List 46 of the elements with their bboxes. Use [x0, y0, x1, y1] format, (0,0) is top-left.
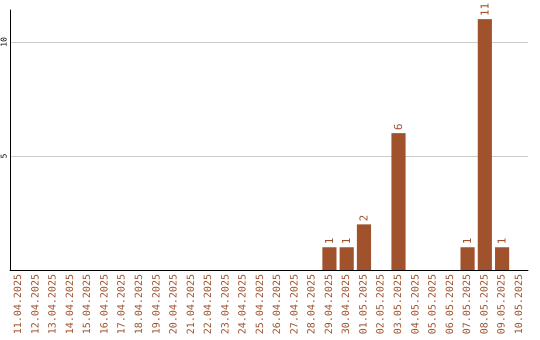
x-tick-label: 21.04.2025	[186, 274, 197, 334]
bar	[356, 224, 372, 270]
x-tick-label: 12.04.2025	[30, 274, 42, 334]
bar	[460, 247, 475, 270]
x-tick-label: 08.05.2025	[479, 274, 490, 334]
bar	[495, 247, 510, 270]
data-label: 6	[392, 124, 405, 130]
x-tick-label: 17.04.2025	[116, 274, 128, 334]
data-label: 1	[340, 238, 354, 244]
x-tick-label: 06.05.2025	[444, 274, 456, 334]
x-tick-label: 03.05.2025	[393, 274, 404, 334]
bar	[478, 19, 492, 270]
x-tick-label: 29.04.2025	[324, 274, 335, 334]
bar	[391, 133, 406, 270]
x-tick-label: 22.04.2025	[203, 274, 214, 334]
x-tick-label: 01.05.2025	[358, 274, 370, 334]
x-tick-label: 30.04.2025	[341, 274, 352, 334]
x-tick-label: 25.04.2025	[254, 274, 266, 334]
data-label: 2	[357, 214, 370, 222]
x-tick-label: 27.04.2025	[289, 274, 300, 334]
x-tick-label: 15.04.2025	[82, 274, 94, 334]
x-tick-label: 04.05.2025	[410, 274, 422, 334]
x-tick-label: 16.04.2025	[99, 274, 110, 334]
x-tick-label: 28.04.2025	[306, 274, 318, 334]
x-tick-label: 14.04.2025	[64, 274, 76, 334]
x-tick-label: 18.04.2025	[134, 274, 145, 334]
data-label: 1	[461, 238, 474, 244]
x-tick-label: 09.05.2025	[496, 274, 508, 334]
x-tick-label: 20.04.2025	[168, 274, 180, 334]
x-tick-label: 24.04.2025	[238, 274, 249, 334]
x-tick-label: 26.04.2025	[272, 274, 284, 334]
bar	[340, 247, 354, 270]
x-tick-label: 23.04.2025	[220, 274, 232, 334]
data-label: 1	[496, 238, 509, 244]
data-label: 11	[478, 2, 492, 16]
data-label: 1	[322, 238, 336, 244]
x-tick-label: 05.05.2025	[428, 274, 439, 334]
bar	[322, 247, 337, 270]
x-tick-label: 13.04.2025	[48, 274, 59, 334]
x-tick-label: 07.05.2025	[462, 274, 474, 334]
y-tick-label: 10	[0, 36, 8, 47]
x-tick-label: 19.04.2025	[151, 274, 162, 334]
x-tick-label: 11.04.2025	[13, 274, 24, 334]
y-tick-label: 5	[0, 153, 8, 158]
x-tick-label: 10.05.2025	[514, 274, 525, 334]
x-tick-label: 02.05.2025	[376, 274, 387, 334]
